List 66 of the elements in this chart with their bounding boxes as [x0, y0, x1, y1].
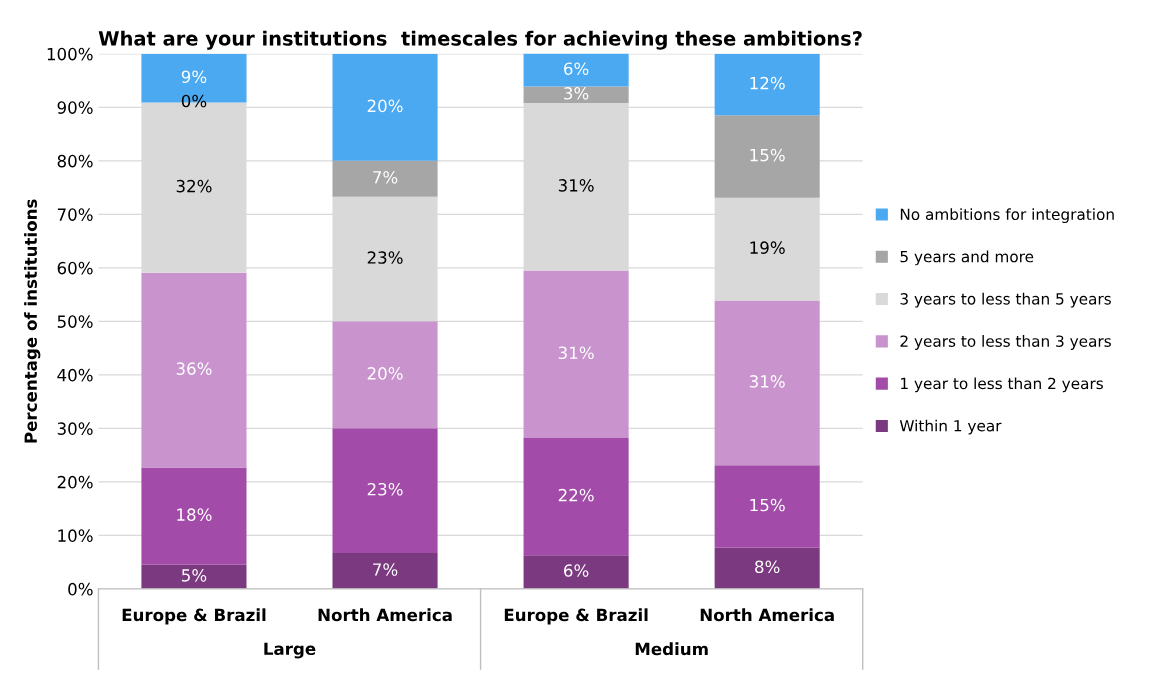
data-label: 36%: [176, 362, 212, 375]
bar: [523, 86, 629, 104]
legend-label: No ambitions for integration: [900, 208, 1114, 224]
bar: [141, 272, 247, 468]
bar: [332, 53, 438, 161]
bar: [332, 160, 438, 197]
bar: [714, 300, 820, 466]
x-tick-label: Europe & Brazil: [122, 608, 266, 625]
data-label: 7%: [373, 171, 398, 184]
bar: [141, 467, 247, 565]
y-axis-title: Percentage of institutions: [24, 199, 41, 443]
bar: [714, 547, 820, 589]
data-label: 5%: [182, 569, 207, 582]
bar: [714, 53, 820, 116]
data-label: 23%: [367, 251, 403, 264]
data-label: 9%: [181, 70, 207, 84]
data-label: 12%: [750, 76, 785, 90]
bar: [714, 115, 820, 198]
data-label: 6%: [564, 62, 589, 75]
data-label: 18%: [177, 508, 212, 521]
bar: [141, 564, 247, 589]
legend-label: 3 years to less than 5 years: [900, 292, 1111, 308]
y-tick-label: 60%: [57, 261, 93, 275]
legend-label: Within 1 year: [899, 419, 1002, 435]
chart-title: What are your institutions timescales for achieving these ambitions?: [98, 30, 862, 50]
data-label: 8%: [755, 560, 780, 574]
x-tick-label: North America: [700, 608, 834, 622]
bar: [332, 553, 438, 589]
data-label: 31%: [749, 375, 785, 388]
legend-label: 2 years to less than 3 years: [900, 335, 1111, 350]
data-label: 22%: [558, 488, 594, 502]
data-label: 6%: [564, 564, 589, 577]
y-tick-label: 20%: [57, 475, 93, 489]
text: Medium: [635, 642, 708, 656]
y-tick-label: 10%: [58, 529, 93, 542]
text: Large: [264, 642, 316, 659]
legend-label: 5 years and more: [900, 250, 1034, 266]
legend-label: 1 year to less than 2 years: [901, 377, 1103, 393]
y-tick-label: 50%: [57, 315, 93, 328]
data-label: 31%: [558, 346, 594, 360]
data-label: 31%: [558, 179, 594, 192]
y-tick-label: 70%: [57, 208, 93, 221]
bar: [332, 321, 438, 429]
bar: [523, 438, 629, 556]
y-tick-label: 100%: [47, 47, 93, 61]
bar: [523, 555, 629, 589]
y-tick-label: 90%: [57, 101, 93, 114]
y-tick-label: 30%: [57, 422, 93, 435]
x-tick-label: Europe & Brazil: [504, 608, 648, 625]
y-tick-label: 40%: [57, 368, 93, 382]
y-tick-label: 0%: [68, 582, 93, 596]
data-label: 7%: [373, 563, 398, 576]
data-label: 3%: [564, 87, 589, 100]
y-tick-label: 80%: [57, 154, 93, 168]
data-label: 20%: [367, 367, 403, 380]
data-label: 15%: [750, 498, 785, 512]
data-label: 20%: [367, 99, 403, 113]
bar: [523, 53, 629, 87]
data-label: 19%: [750, 241, 785, 254]
bar: [523, 270, 629, 438]
data-label: 23%: [367, 482, 403, 496]
bar: [332, 428, 438, 554]
data-label: 32%: [176, 179, 212, 193]
data-label: 15%: [750, 148, 785, 162]
x-tick-label: North America: [318, 608, 452, 622]
bar: [714, 465, 820, 548]
